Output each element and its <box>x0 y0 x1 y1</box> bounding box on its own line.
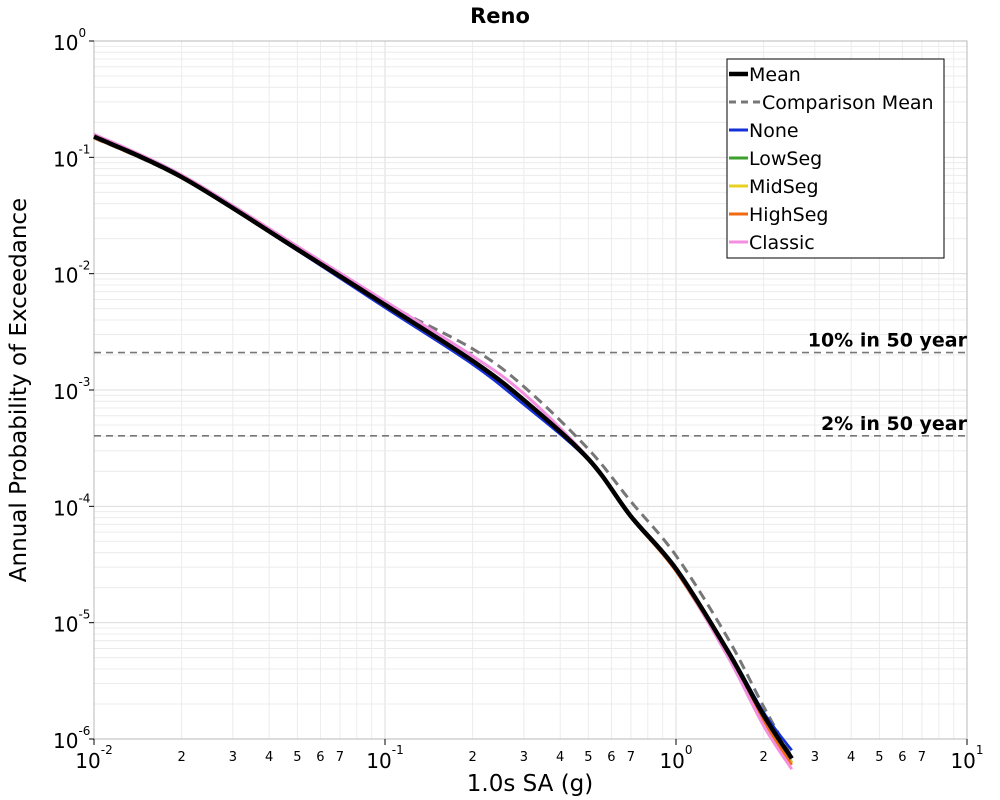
legend-box <box>726 58 945 259</box>
x-minor-tick-label: 2 <box>468 750 476 765</box>
x-minor-tick-label: 3 <box>811 750 819 765</box>
grid <box>94 41 967 739</box>
x-tick-label: 100 <box>659 743 692 773</box>
x-minor-tick-label: 2 <box>177 750 185 765</box>
y-tick-label: 100 <box>53 26 86 55</box>
x-minor-tick-label: 3 <box>229 750 237 765</box>
series-line-classic <box>93 132 794 771</box>
x-minor-tick-label: 2 <box>759 750 767 765</box>
y-tick-label: 10-1 <box>53 142 90 171</box>
series-line-mean <box>93 134 794 760</box>
y-tick-label: 10-6 <box>53 724 90 753</box>
x-tick-label: 10-2 <box>75 743 112 773</box>
x-minor-tick-label: 4 <box>847 750 855 765</box>
legend-label-classic: Classic <box>749 232 815 254</box>
legend-label-lowseg: LowSeg <box>749 148 822 170</box>
x-minor-tick-label: 5 <box>584 750 592 765</box>
x-minor-tick-label: 7 <box>918 750 926 765</box>
x-axis-label: 1.0s SA (g) <box>467 771 594 797</box>
x-minor-tick-label: 4 <box>265 750 273 765</box>
x-minor-tick-label: 7 <box>336 750 344 765</box>
x-tick-label: 101 <box>950 743 983 773</box>
reference-line-label: 10% in 50 year <box>808 330 968 352</box>
reference-line-label: 2% in 50 year <box>821 413 968 435</box>
reference-lines: 10% in 50 year 2% in 50 year <box>94 330 968 437</box>
y-tick-label: 10-5 <box>53 608 90 637</box>
y-tick-label: 10-4 <box>53 491 90 520</box>
x-minor-tick-label: 4 <box>556 750 564 765</box>
legend-label-none: None <box>749 120 799 142</box>
y-axis-label: Annual Probability of Exceedance <box>6 198 32 582</box>
legend-label-highseg: HighSeg <box>749 204 828 226</box>
series-lines <box>93 132 794 771</box>
x-minor-tick-label: 5 <box>875 750 883 765</box>
x-minor-tick-label: 6 <box>316 750 324 765</box>
x-minor-tick-label: 3 <box>520 750 528 765</box>
legend: Mean Comparison Mean None LowSeg MidSeg HighS… <box>726 58 945 259</box>
legend-label-mean: Mean <box>749 64 801 86</box>
y-axis-ticks: 100 10-1 10-2 10-3 10-4 10-5 10-6 <box>53 26 94 753</box>
x-minor-tick-label: 7 <box>627 750 635 765</box>
x-minor-tick-label: 5 <box>293 750 301 765</box>
legend-label-midseg: MidSeg <box>749 176 819 198</box>
chart-title: Reno <box>470 4 530 28</box>
x-minor-tick-label: 6 <box>898 750 906 765</box>
series-line-comparison-mean <box>93 136 794 758</box>
x-minor-tick-label: 6 <box>607 750 615 765</box>
y-tick-label: 10-3 <box>53 375 90 404</box>
legend-label-comparison-mean: Comparison Mean <box>762 92 934 114</box>
x-tick-label: 10-1 <box>366 743 403 773</box>
y-tick-label: 10-2 <box>53 259 90 288</box>
